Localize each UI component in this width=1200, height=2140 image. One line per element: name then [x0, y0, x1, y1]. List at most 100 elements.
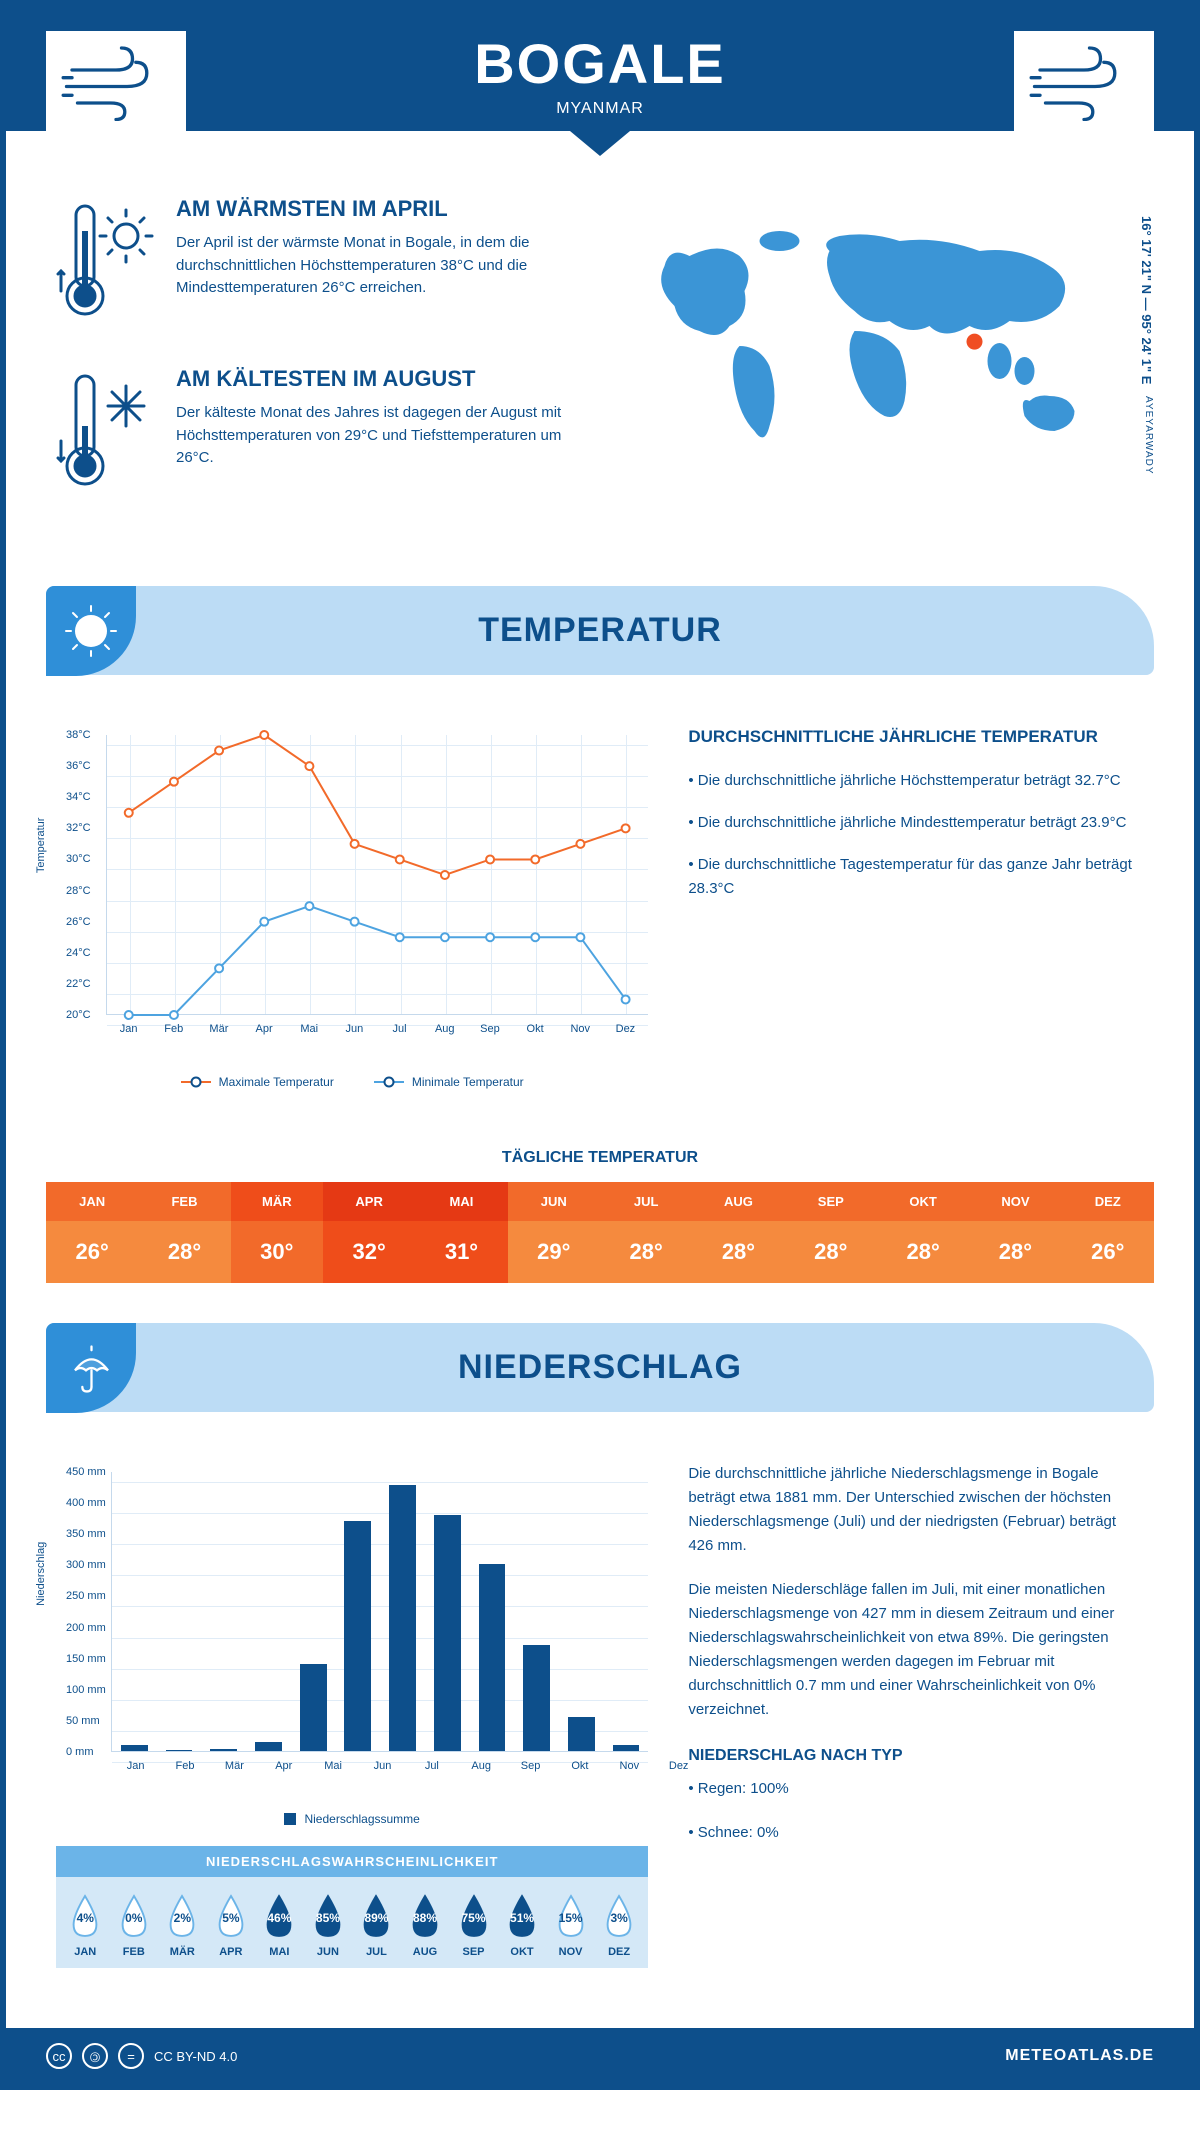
temp-y-tick: 24°C [66, 947, 91, 959]
precip-bar [613, 1745, 640, 1751]
world-map [615, 196, 1144, 476]
precip-y-tick: 200 mm [66, 1622, 106, 1634]
temp-table-cell: SEP28° [785, 1182, 877, 1283]
license-block: cc 🄯 = CC BY-ND 4.0 [46, 2043, 237, 2069]
precip-x-tick: Nov [620, 1760, 640, 1772]
probability-cell: 85% JUN [304, 1892, 353, 1958]
temp-x-tick: Okt [527, 1023, 544, 1035]
precip-bar [568, 1717, 595, 1751]
sun-icon [46, 586, 136, 676]
temp-y-tick: 34°C [66, 791, 91, 803]
precip-bar [166, 1750, 193, 1751]
probability-cell: 0% FEB [110, 1892, 159, 1958]
precip-y-tick: 400 mm [66, 1497, 106, 1509]
drop-icon: 85% [309, 1892, 347, 1940]
country-name: MYANMAR [186, 100, 1014, 118]
temperature-section: Temperatur 20°C22°C24°C26°C28°C30°C32°C3… [6, 695, 1194, 1119]
precip-bar [479, 1564, 506, 1751]
coldest-title: AM KÄLTESTEN IM AUGUST [176, 366, 585, 392]
probability-cell: 3% DEZ [595, 1892, 644, 1958]
header: BOGALE MYANMAR [6, 6, 1194, 131]
precip-bar [300, 1664, 327, 1751]
drop-icon: 2% [163, 1892, 201, 1940]
page: BOGALE MYANMAR [0, 0, 1200, 2090]
temp-table-cell: JUN29° [508, 1182, 600, 1283]
temp-bullet: • Die durchschnittliche jährliche Höchst… [688, 769, 1144, 793]
precip-paragraph: Die durchschnittliche jährliche Niedersc… [688, 1462, 1144, 1558]
temp-x-tick: Nov [570, 1023, 590, 1035]
precip-x-tick: Apr [275, 1760, 292, 1772]
probability-header: NIEDERSCHLAGSWAHRSCHEINLICHKEIT [56, 1846, 648, 1877]
precip-bar [121, 1745, 148, 1751]
legend-item: Minimale Temperatur [374, 1075, 524, 1089]
drop-icon: 88% [406, 1892, 444, 1940]
legend-item: Maximale Temperatur [181, 1075, 334, 1089]
nd-icon: = [118, 2043, 144, 2069]
precip-x-tick: Jan [127, 1760, 145, 1772]
city-name: BOGALE [186, 31, 1014, 96]
temp-bullet: • Die durchschnittliche jährliche Mindes… [688, 811, 1144, 835]
precip-bar [523, 1645, 550, 1751]
precipitation-bar-chart: Niederschlag 0 mm50 mm100 mm150 mm200 mm… [56, 1462, 648, 1802]
precip-bar [255, 1742, 282, 1751]
probability-cell: 2% MÄR [158, 1892, 207, 1958]
precip-x-tick: Okt [571, 1760, 588, 1772]
temperature-legend: Maximale Temperatur Minimale Temperatur [56, 1075, 648, 1089]
temp-y-tick: 32°C [66, 822, 91, 834]
precip-x-tick: Aug [471, 1760, 491, 1772]
temp-x-tick: Dez [616, 1023, 636, 1035]
precip-x-tick: Mär [225, 1760, 244, 1772]
site-name: METEOATLAS.DE [1005, 2047, 1154, 2065]
warmest-title: AM WÄRMSTEN IM APRIL [176, 196, 585, 222]
precip-legend-label: Niederschlagssumme [304, 1812, 419, 1826]
precip-y-tick: 250 mm [66, 1590, 106, 1602]
precip-x-tick: Sep [521, 1760, 541, 1772]
thermometer-hot-icon [56, 196, 156, 331]
drop-icon: 4% [66, 1892, 104, 1940]
precip-y-tick: 300 mm [66, 1559, 106, 1571]
temp-x-tick: Jul [393, 1023, 407, 1035]
probability-cell: 4% JAN [61, 1892, 110, 1958]
precip-y-tick: 450 mm [66, 1466, 106, 1478]
temp-info-title: DURCHSCHNITTLICHE JÄHRLICHE TEMPERATUR [688, 725, 1144, 749]
probability-cell: 75% SEP [449, 1892, 498, 1958]
precip-bar [434, 1515, 461, 1751]
region-label: AYEYARWADY [1143, 396, 1154, 475]
temp-table-cell: AUG28° [692, 1182, 784, 1283]
precip-x-tick: Dez [669, 1760, 689, 1772]
temp-table-cell: MÄR30° [231, 1182, 323, 1283]
precip-x-tick: Feb [176, 1760, 195, 1772]
temp-table-cell: JUL28° [600, 1182, 692, 1283]
header-triangle [570, 131, 630, 156]
coldest-fact: AM KÄLTESTEN IM AUGUST Der kälteste Mona… [56, 366, 585, 501]
temp-y-tick: 20°C [66, 1009, 91, 1021]
precipitation-title: NIEDERSCHLAG [46, 1348, 1154, 1387]
drop-icon: 3% [600, 1892, 638, 1940]
temp-x-tick: Mai [300, 1023, 318, 1035]
temp-x-tick: Feb [164, 1023, 183, 1035]
probability-row: 4% JAN 0% FEB 2% MÄR 5% APR 46% MAI [56, 1877, 648, 1968]
cc-icon: cc [46, 2043, 72, 2069]
drop-icon: 51% [503, 1892, 541, 1940]
temp-y-tick: 26°C [66, 916, 91, 928]
drop-icon: 89% [357, 1892, 395, 1940]
by-icon: 🄯 [82, 2043, 108, 2069]
precip-type-bullet: • Schnee: 0% [688, 1821, 1144, 1845]
temp-bullet: • Die durchschnittliche Tagestemperatur … [688, 853, 1144, 901]
temp-table-cell: OKT28° [877, 1182, 969, 1283]
drop-icon: 75% [455, 1892, 493, 1940]
probability-cell: 46% MAI [255, 1892, 304, 1958]
temp-table-cell: NOV28° [969, 1182, 1061, 1283]
temperature-section-header: TEMPERATUR [46, 586, 1154, 675]
temp-table-cell: MAI31° [415, 1182, 507, 1283]
warmest-fact: AM WÄRMSTEN IM APRIL Der April ist der w… [56, 196, 585, 331]
precip-type-title: NIEDERSCHLAG NACH TYP [688, 1747, 1144, 1765]
precip-y-tick: 350 mm [66, 1528, 106, 1540]
wind-icon-left [46, 31, 186, 131]
precipitation-legend: Niederschlagssumme [56, 1812, 648, 1826]
umbrella-icon [46, 1323, 136, 1413]
temp-x-tick: Jun [346, 1023, 364, 1035]
drop-icon: 15% [552, 1892, 590, 1940]
precip-y-label: Niederschlag [35, 1542, 47, 1606]
temp-table-cell: FEB28° [138, 1182, 230, 1283]
